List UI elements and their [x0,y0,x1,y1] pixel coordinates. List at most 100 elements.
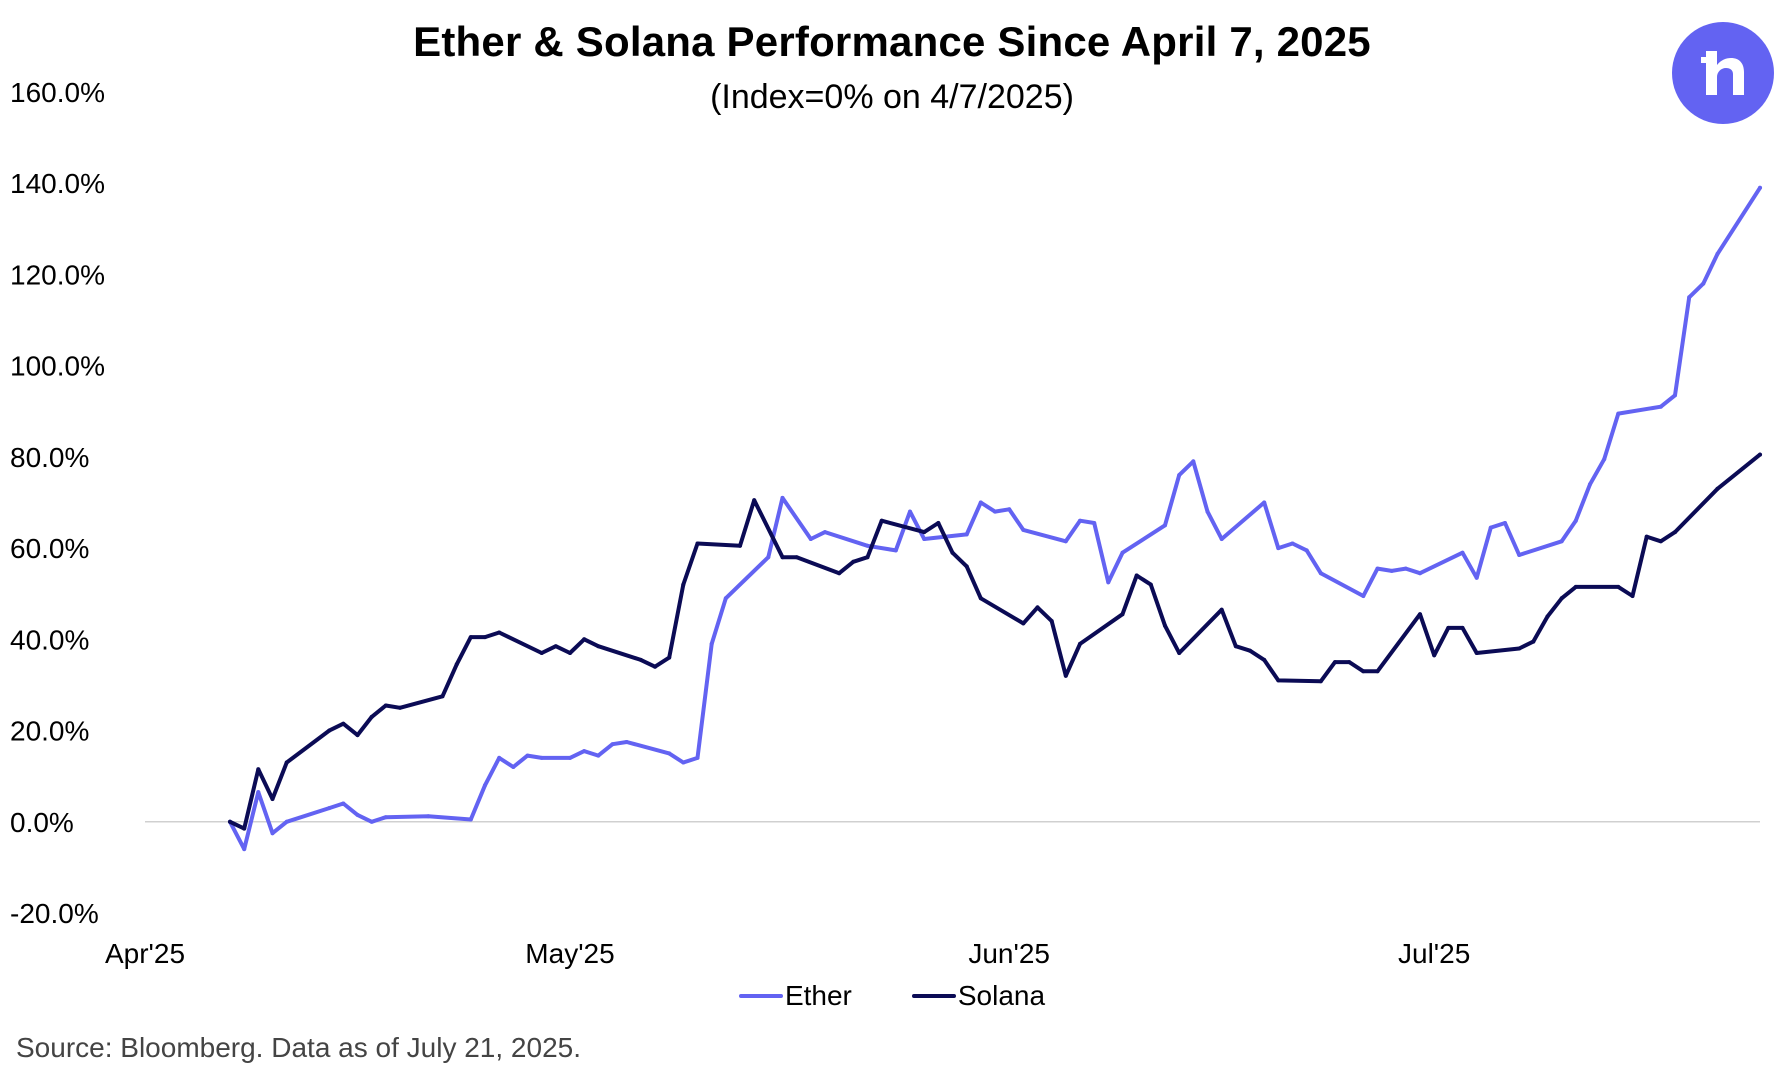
data-point-ether [582,749,587,754]
y-tick-label: 20.0% [10,716,89,747]
data-point-solana [936,521,941,525]
data-point-solana [1517,646,1522,651]
data-point-solana [1177,651,1182,655]
data-point-solana [242,826,247,831]
data-point-solana [1531,639,1536,644]
data-point-ether [1120,550,1125,555]
data-point-ether [242,847,247,852]
data-point-solana [667,655,672,660]
data-point-ether [766,555,771,560]
y-tick-label: -20.0% [10,898,99,929]
data-point-solana [568,651,572,655]
data-point-solana [1318,679,1323,684]
source-note: Source: Bloomberg. Data as of July 21, 2… [16,1032,581,1063]
data-point-ether [1573,518,1578,523]
data-point-ether [1205,509,1210,514]
data-point-solana [468,635,473,640]
data-point-ether [1559,539,1564,544]
data-point-solana [1715,486,1720,491]
data-point-solana [483,635,487,640]
data-point-solana [1658,539,1663,544]
data-point-ether [341,801,346,806]
data-point-solana [1063,673,1068,678]
data-point-solana [1078,641,1082,646]
data-point-ether [681,760,686,765]
data-point-solana [1545,614,1550,619]
legend: Ether Solana [0,980,1784,1012]
data-point-ether [525,753,530,758]
data-point-ether [1517,553,1522,557]
data-point-solana [978,596,983,601]
x-tick-label: Jun'25 [968,938,1050,969]
data-point-ether [483,783,487,788]
data-point-solana [1163,623,1167,628]
data-point-solana [1474,651,1479,655]
data-point-ether [823,530,827,535]
data-point-solana [1446,625,1451,630]
robinhood-h-icon [1672,22,1774,124]
data-point-solana [681,582,686,587]
legend-label-ether: Ether [784,980,852,1011]
legend-swatch-ether [738,994,783,998]
legend-item-solana[interactable]: Solana [911,980,1046,1012]
data-point-solana [695,541,700,546]
data-point-solana [879,518,884,523]
data-point-solana [1644,534,1649,539]
legend-label-solana: Solana [957,980,1046,1011]
y-tick-label: 120.0% [10,259,105,290]
data-point-ether [1163,523,1167,528]
data-point-ether [1389,568,1394,573]
data-point-solana [653,664,657,669]
data-point-ether [568,755,572,760]
data-point-ether [1063,539,1068,544]
data-point-ether [383,815,388,820]
data-point-ether [1687,295,1692,300]
data-point-solana [752,498,757,503]
data-point-ether [1021,527,1026,532]
data-point-ether [1304,548,1309,553]
data-point-solana [355,733,360,738]
series-layer [228,185,1762,852]
data-point-solana [1035,605,1040,610]
data-point-ether [723,596,728,601]
data-point-solana [837,571,842,576]
legend-item-ether[interactable]: Ether [738,980,852,1012]
data-point-solana [497,630,502,635]
data-point-ether [1588,482,1592,487]
data-point-solana [582,637,587,642]
data-point-ether [922,537,927,541]
data-point-solana [369,714,374,719]
data-point-solana [383,703,388,708]
x-tick-label: May'25 [525,938,614,969]
data-point-ether [780,495,785,500]
data-point-solana [454,662,459,667]
data-point-ether [709,641,714,646]
data-point-ether [808,537,813,541]
data-point-ether [1007,507,1012,512]
data-point-ether [667,751,672,756]
data-point-ether [355,812,360,817]
data-point-solana [553,644,558,649]
data-point-solana [440,694,445,699]
data-point-solana [539,651,544,655]
y-tick-label: 40.0% [10,624,89,655]
data-point-solana [256,767,261,772]
data-point-ether [1092,521,1097,525]
data-point-ether [1318,571,1323,576]
data-point-solana [922,530,927,535]
data-point-ether [1474,575,1479,580]
data-point-ether [369,819,374,824]
data-point-ether [539,755,544,760]
y-tick-label: 60.0% [10,533,89,564]
data-point-ether [1191,459,1196,464]
data-point-ether [1262,500,1267,505]
data-point-ether [1616,411,1621,416]
data-point-ether [1106,580,1111,585]
series-line-solana [228,452,1762,831]
data-point-ether [695,755,700,760]
data-point-ether [511,765,516,769]
data-point-solana [398,705,402,710]
data-point-solana [865,555,870,560]
data-point-ether [1276,546,1281,551]
